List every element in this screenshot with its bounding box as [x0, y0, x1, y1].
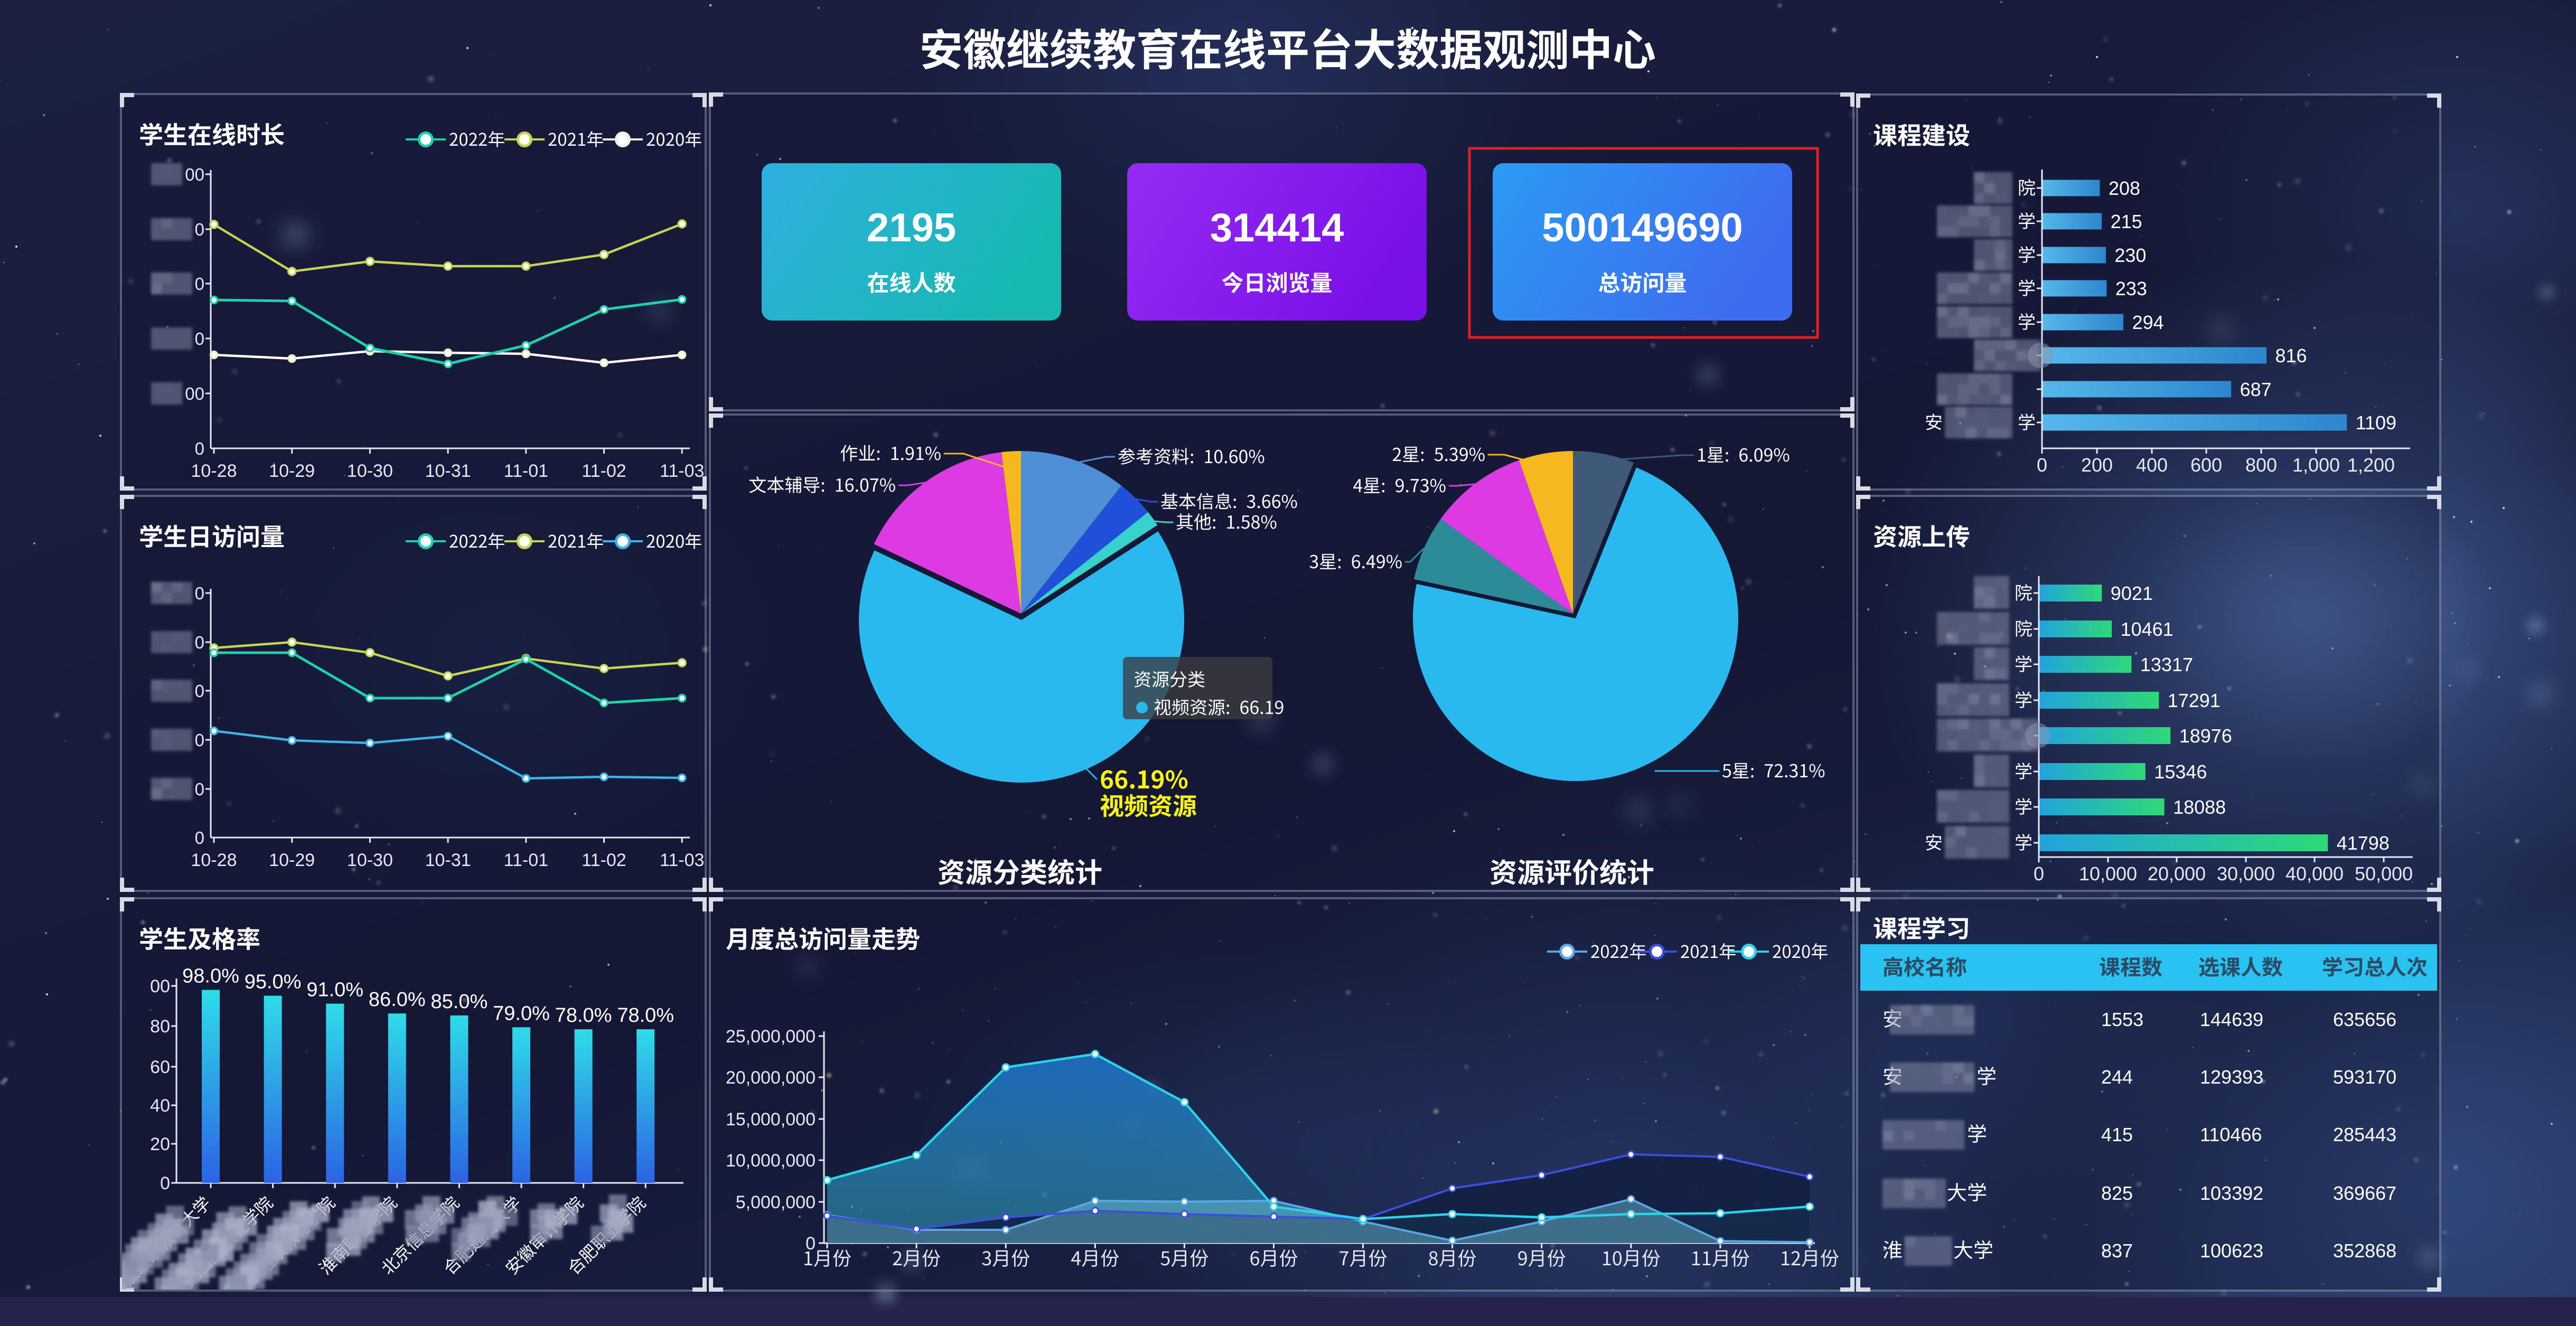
svg-text:100623: 100623	[2200, 1240, 2263, 1262]
svg-text:18088: 18088	[2173, 796, 2226, 818]
svg-text:50,000: 50,000	[2355, 863, 2413, 885]
svg-text:233: 233	[2115, 278, 2147, 299]
svg-text:0: 0	[160, 1173, 170, 1193]
svg-text:60: 60	[150, 1057, 170, 1077]
svg-text:285443: 285443	[2333, 1124, 2396, 1145]
svg-text:78.0%: 78.0%	[555, 1004, 612, 1027]
svg-text:825: 825	[2101, 1182, 2133, 1204]
svg-text:0: 0	[195, 439, 204, 458]
svg-text:10-29: 10-29	[269, 461, 315, 481]
svg-text:00: 00	[185, 384, 204, 403]
svg-text:687: 687	[2240, 379, 2272, 400]
svg-text:00: 00	[185, 165, 204, 184]
svg-text:9021: 9021	[2111, 582, 2153, 604]
svg-text:10-28: 10-28	[191, 850, 237, 870]
svg-text:91.0%: 91.0%	[306, 979, 363, 1001]
svg-text:200: 200	[2081, 454, 2113, 476]
svg-text:78.0%: 78.0%	[617, 1004, 674, 1027]
svg-text:11-02: 11-02	[582, 461, 626, 481]
svg-text:1,200: 1,200	[2347, 454, 2395, 476]
svg-text:10-29: 10-29	[269, 850, 315, 870]
svg-text:500149690: 500149690	[1542, 205, 1743, 250]
svg-text:0: 0	[195, 633, 204, 652]
svg-text:144639: 144639	[2200, 1009, 2263, 1030]
svg-text:1109: 1109	[2356, 412, 2396, 434]
svg-text:40: 40	[150, 1096, 170, 1116]
svg-text:11-03: 11-03	[660, 461, 704, 481]
svg-text:20,000,000: 20,000,000	[726, 1068, 816, 1088]
svg-text:0: 0	[195, 828, 204, 848]
svg-text:18976: 18976	[2179, 725, 2232, 747]
svg-text:1,000: 1,000	[2292, 454, 2340, 476]
svg-text:15346: 15346	[2154, 761, 2207, 783]
svg-text:20: 20	[150, 1134, 170, 1154]
svg-text:2195: 2195	[867, 205, 956, 250]
svg-text:00: 00	[150, 976, 170, 996]
svg-text:10-30: 10-30	[347, 461, 393, 481]
svg-text:0: 0	[195, 730, 204, 750]
svg-text:0: 0	[195, 329, 204, 349]
svg-text:10-31: 10-31	[425, 850, 471, 870]
svg-text:0: 0	[2037, 454, 2047, 476]
svg-text:10461: 10461	[2121, 618, 2174, 640]
svg-text:0: 0	[195, 274, 204, 294]
svg-text:10,000,000: 10,000,000	[726, 1151, 816, 1171]
svg-text:415: 415	[2101, 1124, 2133, 1145]
svg-text:0: 0	[805, 1234, 816, 1254]
svg-text:5,000,000: 5,000,000	[736, 1192, 816, 1212]
svg-text:352868: 352868	[2333, 1240, 2396, 1262]
svg-text:10,000: 10,000	[2079, 863, 2137, 885]
svg-text:11-01: 11-01	[504, 850, 548, 870]
svg-text:79.0%: 79.0%	[493, 1002, 550, 1024]
svg-text:11-03: 11-03	[660, 850, 704, 870]
svg-text:0: 0	[195, 681, 204, 701]
svg-text:369667: 369667	[2333, 1182, 2396, 1204]
svg-text:600: 600	[2190, 454, 2222, 476]
svg-text:95.0%: 95.0%	[245, 971, 302, 993]
svg-text:10-30: 10-30	[347, 850, 393, 870]
svg-text:244: 244	[2101, 1066, 2133, 1088]
svg-text:25,000,000: 25,000,000	[726, 1027, 816, 1047]
svg-text:11-02: 11-02	[582, 850, 626, 870]
svg-text:400: 400	[2136, 454, 2168, 476]
svg-text:30,000: 30,000	[2217, 863, 2275, 885]
svg-text:208: 208	[2109, 177, 2140, 199]
svg-text:10-31: 10-31	[425, 461, 471, 481]
svg-text:1553: 1553	[2101, 1009, 2143, 1030]
svg-text:41798: 41798	[2337, 832, 2390, 854]
svg-text:635656: 635656	[2333, 1009, 2396, 1030]
svg-text:11-01: 11-01	[504, 461, 548, 481]
svg-text:0: 0	[2034, 863, 2044, 885]
svg-text:593170: 593170	[2333, 1066, 2396, 1088]
svg-text:837: 837	[2101, 1240, 2133, 1262]
svg-text:98.0%: 98.0%	[182, 965, 239, 988]
svg-text:816: 816	[2275, 345, 2307, 366]
svg-text:294: 294	[2132, 312, 2164, 333]
svg-text:0: 0	[195, 220, 204, 239]
svg-text:40,000: 40,000	[2285, 863, 2344, 885]
svg-text:10-28: 10-28	[191, 461, 237, 481]
svg-text:103392: 103392	[2200, 1182, 2263, 1204]
svg-text:17291: 17291	[2168, 690, 2221, 711]
svg-text:20,000: 20,000	[2148, 863, 2206, 885]
svg-text:0: 0	[195, 779, 204, 799]
svg-text:230: 230	[2114, 244, 2146, 266]
svg-text:110466: 110466	[2200, 1124, 2262, 1145]
svg-text:800: 800	[2245, 454, 2277, 476]
svg-text:314414: 314414	[1210, 205, 1344, 250]
svg-text:13317: 13317	[2140, 654, 2193, 675]
svg-text:129393: 129393	[2200, 1066, 2263, 1088]
svg-text:86.0%: 86.0%	[369, 989, 426, 1011]
svg-text:80: 80	[150, 1017, 170, 1037]
svg-text:215: 215	[2111, 211, 2142, 232]
svg-text:15,000,000: 15,000,000	[726, 1109, 816, 1130]
svg-text:0: 0	[195, 584, 204, 603]
svg-text:85.0%: 85.0%	[431, 991, 488, 1013]
